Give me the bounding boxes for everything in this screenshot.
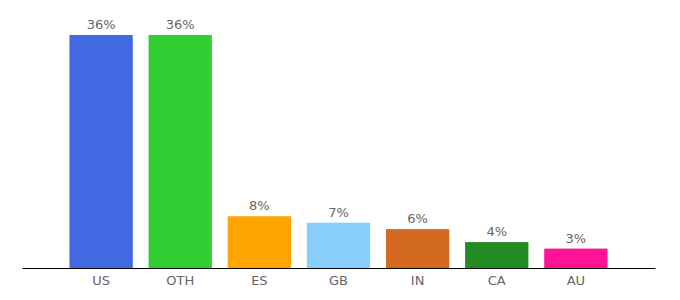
bar [386,229,449,268]
data-label: 4% [486,224,507,239]
bar [69,35,132,268]
bar [228,216,291,268]
tick: AU [567,268,585,288]
data-labels: 36% 36% 8% 7% 6% 4% 3% [87,17,587,246]
data-label: 3% [566,231,587,246]
tick: GB [329,268,348,288]
axis-line [23,268,656,269]
tick-label: CA [488,273,506,288]
tick-label: GB [329,273,348,288]
x-axis: US OTH ES GB IN CA AU [23,268,656,288]
bar [544,249,607,268]
bar [149,35,212,268]
data-label: 36% [87,17,116,32]
chart: 36% 36% 8% 7% 6% 4% 3% US OTH ES GB IN CA AU [0,0,680,300]
tick: IN [411,268,425,288]
tick-label: ES [251,273,267,288]
bar [307,223,370,268]
data-label: 8% [249,198,270,213]
tick-label: US [92,273,110,288]
bars [69,35,607,268]
tick: CA [488,268,506,288]
data-label: 7% [328,205,349,220]
tick: US [92,268,110,288]
data-label: 36% [166,17,195,32]
tick-label: AU [567,273,585,288]
bar [465,242,528,268]
tick: ES [251,268,267,288]
tick-label: IN [411,273,425,288]
tick-label: OTH [166,273,194,288]
tick: OTH [166,268,194,288]
data-label: 6% [407,211,428,226]
